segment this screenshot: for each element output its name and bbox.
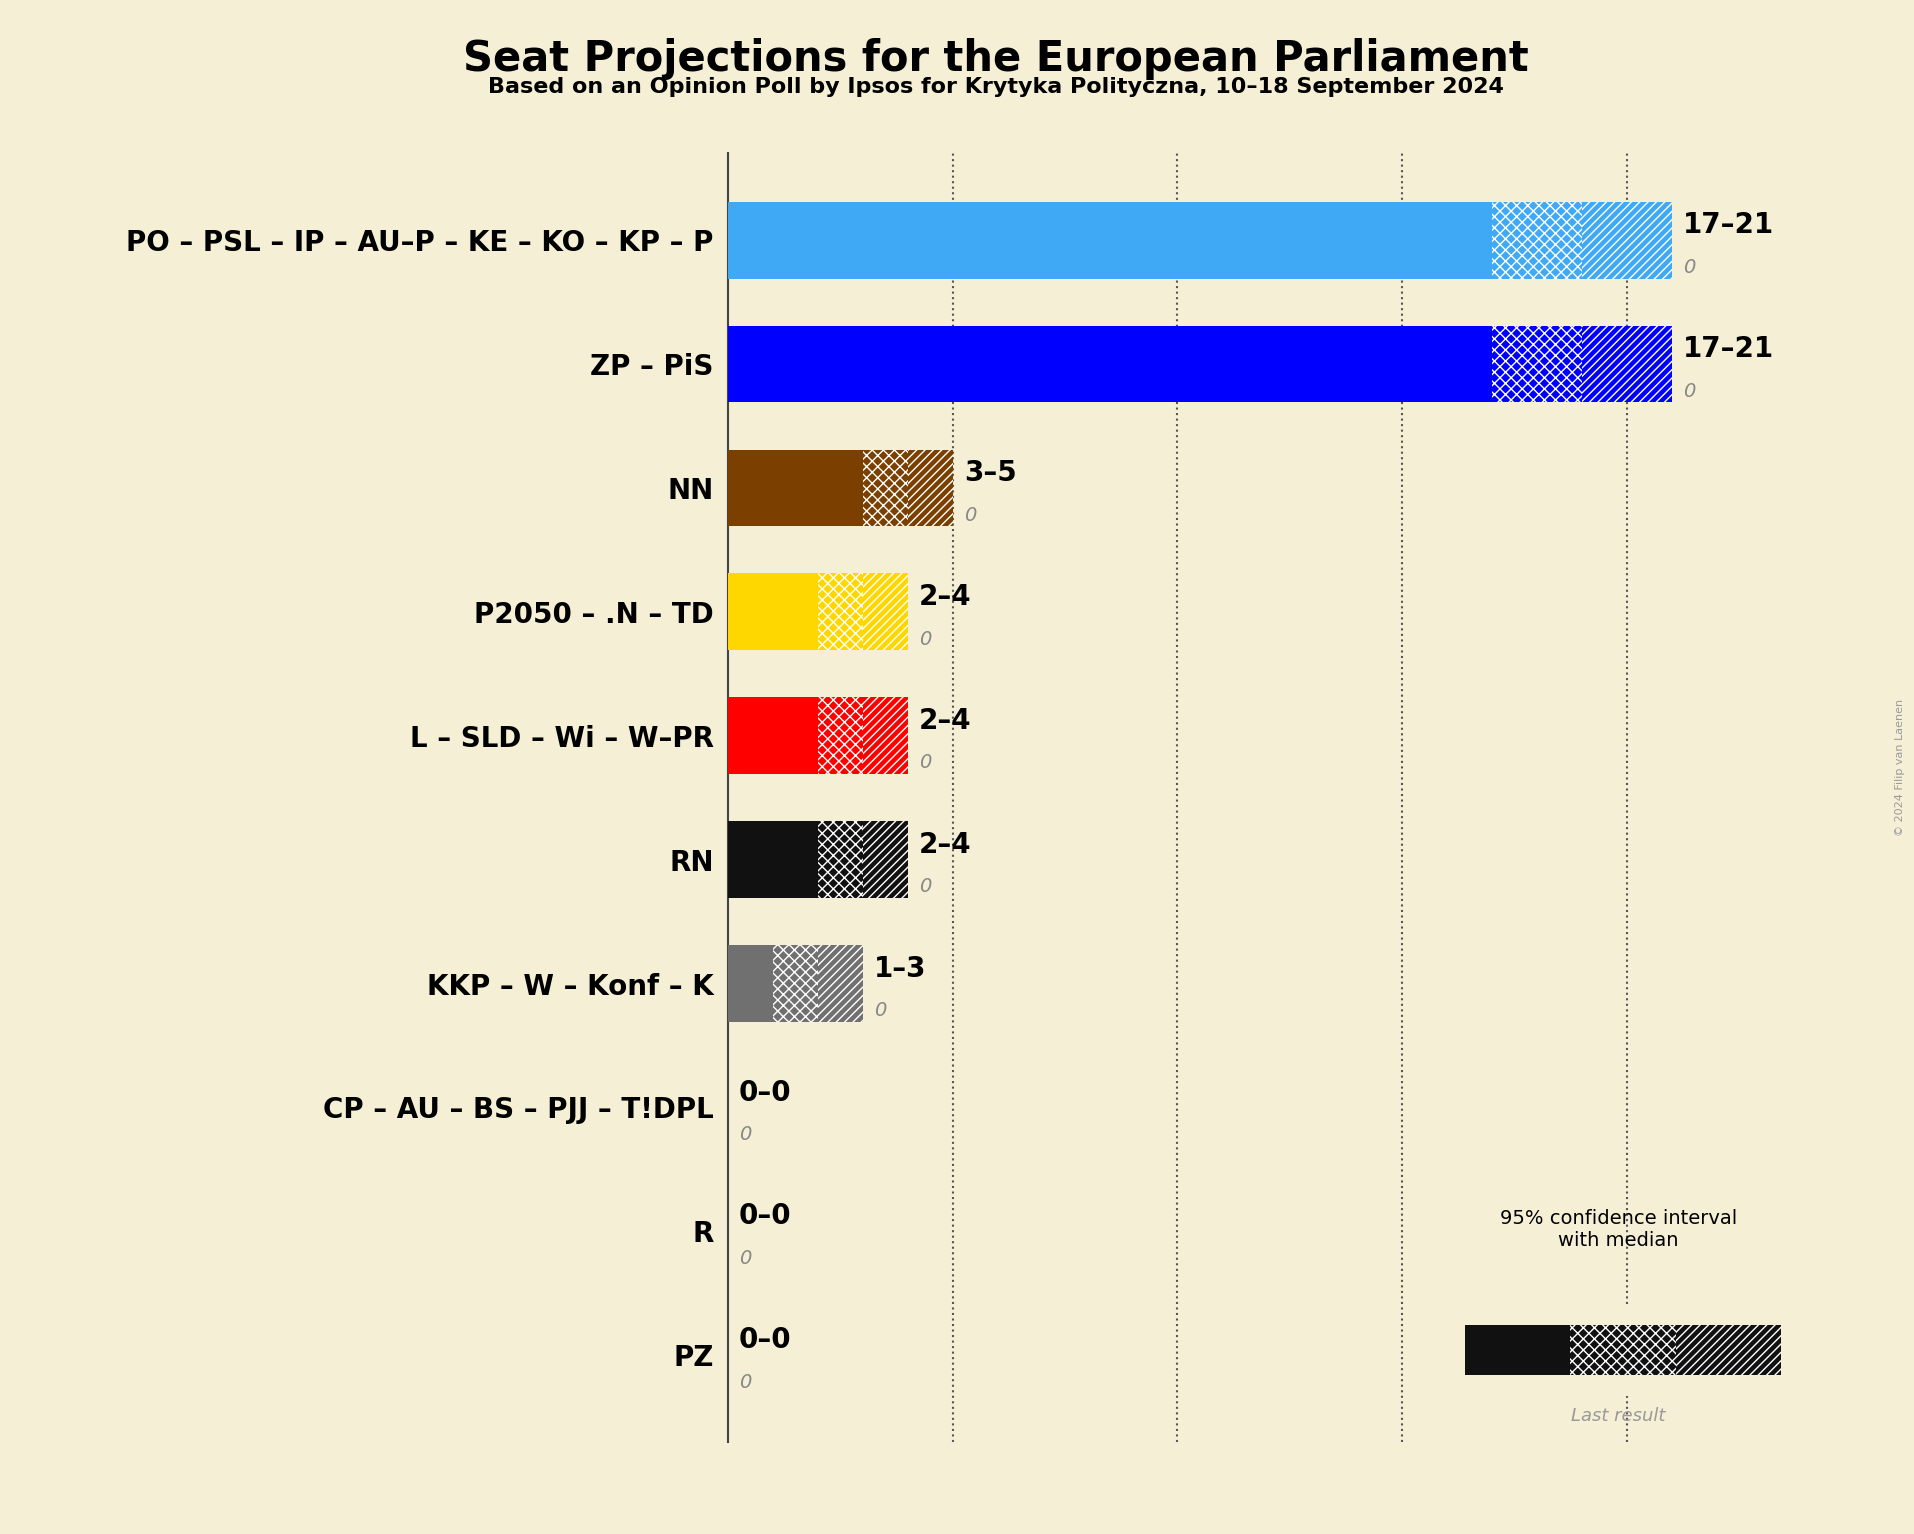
Text: 95% confidence interval
with median: 95% confidence interval with median [1499, 1209, 1736, 1250]
Bar [727, 201, 1491, 279]
Bar [1491, 325, 1581, 402]
Bar [727, 821, 817, 897]
Bar [1581, 325, 1671, 402]
Bar [861, 698, 907, 775]
Bar [817, 698, 861, 775]
Bar [861, 574, 907, 650]
Text: Last result: Last result [1569, 1407, 1665, 1425]
Text: 2–4: 2–4 [919, 831, 970, 859]
Bar [1491, 201, 1581, 279]
Bar [861, 449, 907, 526]
Text: 0: 0 [1682, 382, 1694, 400]
Bar [1581, 201, 1671, 279]
Text: 0–0: 0–0 [739, 1078, 790, 1106]
Text: 0–0: 0–0 [739, 1203, 790, 1230]
Text: 0: 0 [963, 506, 976, 525]
Bar [1464, 1324, 1569, 1374]
Bar [727, 945, 771, 1022]
Text: 0: 0 [739, 1249, 750, 1269]
Text: Seat Projections for the European Parliament: Seat Projections for the European Parlia… [463, 38, 1527, 80]
Bar [817, 574, 861, 650]
Text: 0–0: 0–0 [739, 1327, 790, 1355]
Text: 0: 0 [1682, 258, 1694, 278]
Text: 17–21: 17–21 [1682, 334, 1772, 364]
Text: 0: 0 [919, 753, 930, 773]
Text: 2–4: 2–4 [919, 583, 970, 611]
Bar [727, 449, 861, 526]
Bar [817, 821, 861, 897]
Text: 17–21: 17–21 [1682, 212, 1772, 239]
Bar [907, 449, 951, 526]
Bar [727, 574, 817, 650]
Text: 0: 0 [739, 1124, 750, 1144]
Bar [1569, 1324, 1675, 1374]
Text: Based on an Opinion Poll by Ipsos for Krytyka Polityczna, 10–18 September 2024: Based on an Opinion Poll by Ipsos for Kr… [488, 77, 1502, 97]
Text: 0: 0 [873, 1002, 886, 1020]
Bar [861, 821, 907, 897]
Text: 2–4: 2–4 [919, 707, 970, 735]
Bar [817, 945, 861, 1022]
Bar [727, 325, 1491, 402]
Bar [771, 945, 817, 1022]
Text: 1–3: 1–3 [873, 954, 926, 983]
Text: 0: 0 [919, 877, 930, 896]
Bar [727, 698, 817, 775]
Text: 3–5: 3–5 [963, 459, 1016, 488]
Text: © 2024 Filip van Laenen: © 2024 Filip van Laenen [1895, 698, 1904, 836]
Bar [1675, 1324, 1780, 1374]
Text: 0: 0 [739, 1373, 750, 1391]
Text: 0: 0 [919, 629, 930, 649]
